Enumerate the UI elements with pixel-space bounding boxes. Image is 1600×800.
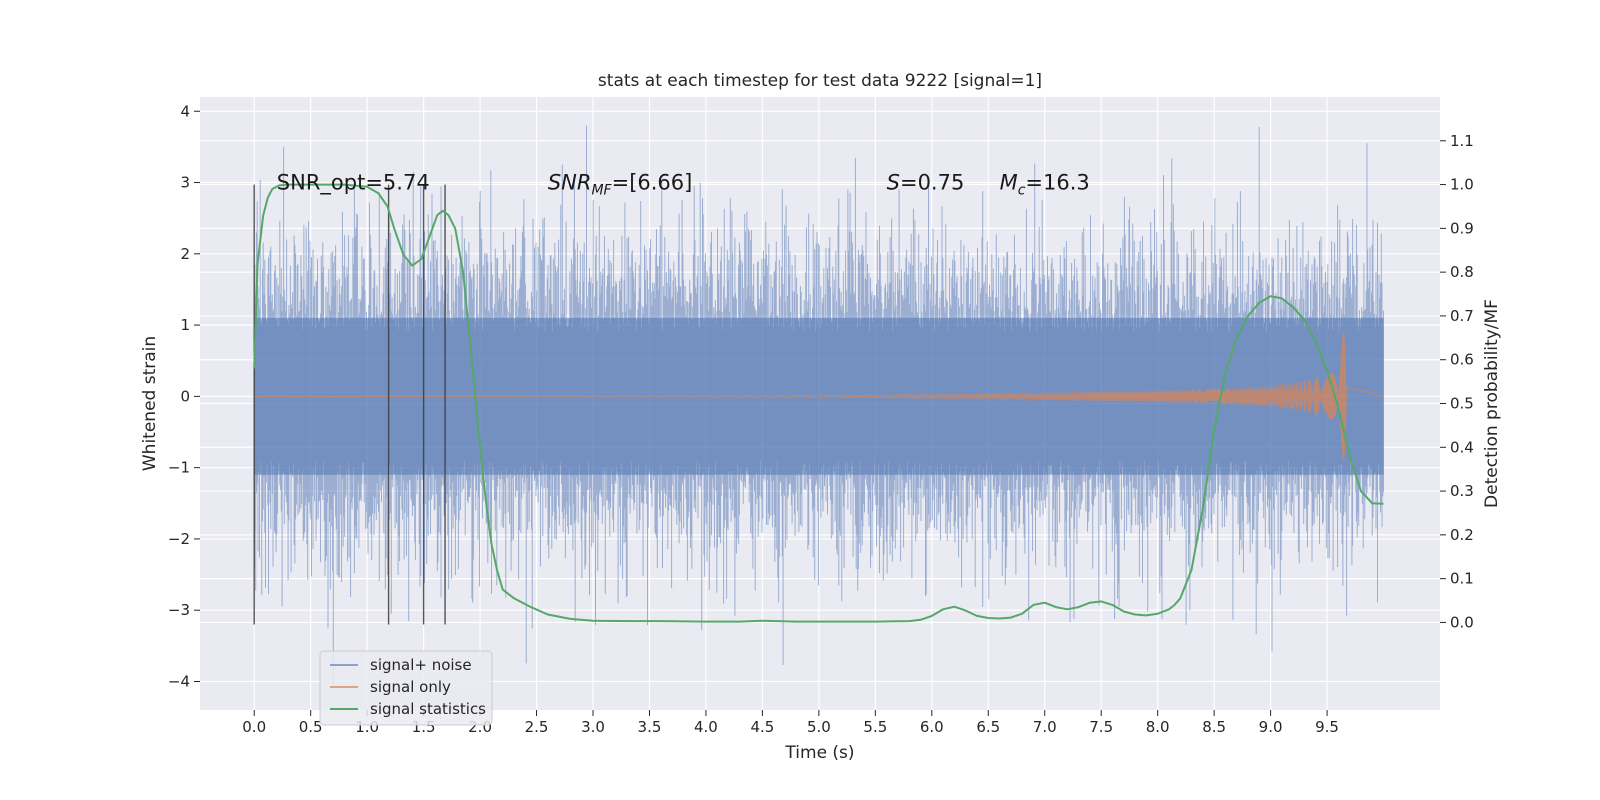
annotation-value: =[6.66]	[612, 171, 693, 195]
y-left-tick-label: −4	[168, 672, 190, 690]
y-right-tick-label: 0.6	[1450, 351, 1474, 369]
y-right-tick-label: 0.5	[1450, 395, 1474, 413]
y-right-tick-label: 0.7	[1450, 307, 1474, 325]
x-tick-label: 0.5	[299, 718, 323, 736]
x-tick-label: 5.5	[863, 718, 887, 736]
x-tick-label: 7.0	[1033, 718, 1057, 736]
x-tick-label: 0.0	[242, 718, 266, 736]
annotation-symbol: M	[1000, 171, 1018, 195]
x-tick-label: 8.0	[1146, 718, 1170, 736]
y-axis-label-right: Detection probability/MF	[1482, 299, 1502, 508]
series-signal-only	[254, 332, 1384, 461]
annotation-subscript: MF	[591, 183, 612, 199]
x-tick-label: 5.0	[807, 718, 831, 736]
annotation-1: SNRMF=[6.66]	[548, 171, 693, 199]
legend: signal+ noise signal only signal statist…	[319, 650, 493, 726]
y-right-tick-label: 0.8	[1450, 263, 1474, 281]
y-left-tick-label: 4	[180, 102, 190, 120]
y-right-tick-label: 0.4	[1450, 438, 1474, 456]
legend-label-signal-noise: signal+ noise	[370, 656, 472, 674]
x-tick-label: 4.0	[694, 718, 718, 736]
x-tick-label: 6.0	[920, 718, 944, 736]
x-tick-label: 3.0	[581, 718, 605, 736]
annotation-value: =0.75	[900, 171, 964, 195]
chart-title: stats at each timestep for test data 922…	[598, 71, 1042, 91]
y-left-tick-label: 0	[180, 387, 190, 405]
legend-label-signal-only: signal only	[370, 678, 451, 696]
y-left-tick-label: 2	[180, 245, 190, 263]
legend-box	[319, 650, 493, 726]
annotation-2: S=0.75	[887, 171, 965, 195]
y-right-tick-label: 0.9	[1450, 219, 1474, 237]
x-tick-label: 4.5	[750, 718, 774, 736]
y-right-tick-label: 0.2	[1450, 526, 1474, 544]
y-left-tick-label: −1	[168, 459, 190, 477]
annotations: SNR_opt=5.74 SNRMF=[6.66] S=0.75 Mc=16.3	[277, 171, 1090, 199]
annotation-symbol: SNR	[548, 171, 592, 195]
x-tick-label: 7.5	[1089, 718, 1113, 736]
x-tick-label: 3.5	[638, 718, 662, 736]
vertical-markers	[253, 184, 446, 625]
y-right-tick-label: 1.1	[1450, 132, 1474, 150]
y-left-tick-label: 3	[180, 174, 190, 192]
y-right-tick-label: 0.1	[1450, 570, 1474, 588]
series-signal-statistics	[253, 183, 1384, 623]
y-left-tick-label: 1	[180, 316, 190, 334]
y-left-tick-label: −2	[168, 530, 190, 548]
x-axis-label: Time (s)	[784, 743, 854, 763]
axes: 0.0 0.5 1.0 1.5 2.0 2.5 3.0 3.5 4.0 4.5 5.0 5.5 6.0 6…	[168, 102, 1474, 736]
x-tick-label: 6.5	[976, 718, 1000, 736]
x-tick-label: 2.5	[525, 718, 549, 736]
annotation-subscript: c	[1018, 183, 1026, 199]
annotation-symbol: S	[887, 171, 900, 195]
signal-trace	[254, 332, 1384, 461]
x-tick-label: 9.5	[1315, 718, 1339, 736]
y-left-tick-label: −3	[168, 601, 190, 619]
annotation-0: SNR_opt=5.74	[277, 171, 430, 196]
x-tick-label: 8.5	[1202, 718, 1226, 736]
y-right-tick-label: 1.0	[1450, 176, 1474, 194]
y-right-tick-label: 0.0	[1450, 613, 1474, 631]
y-right-tick-label: 0.3	[1450, 482, 1474, 500]
annotation-value: =16.3	[1025, 171, 1089, 195]
x-tick-label: 9.0	[1259, 718, 1283, 736]
y-axis-label-left: Whitened strain	[140, 336, 160, 471]
annotation-3: Mc=16.3	[1000, 171, 1090, 199]
statistics-trace	[253, 183, 1384, 623]
legend-label-signal-statistics: signal statistics	[370, 700, 486, 718]
